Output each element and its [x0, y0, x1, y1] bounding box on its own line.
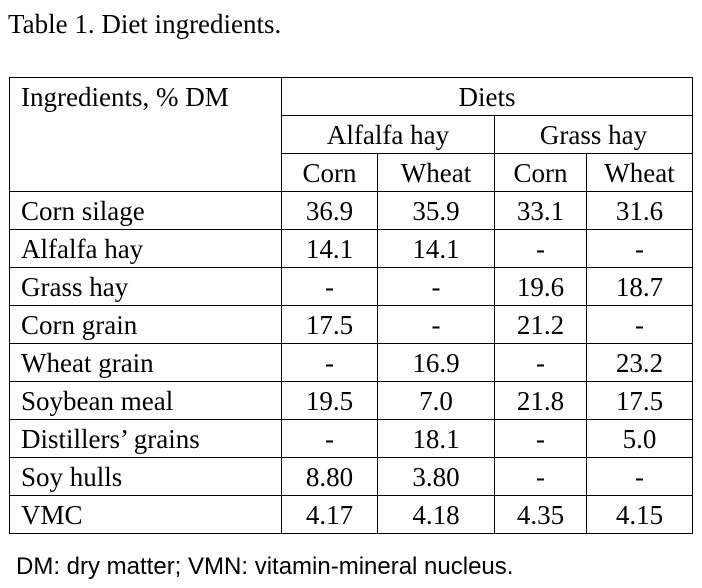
header-row-groups: Alfalfa hay Grass hay — [10, 115, 693, 154]
table-cell: 18.7 — [586, 267, 693, 306]
table-cell: - — [281, 343, 378, 382]
table-row: Soybean meal 19.5 7.0 21.8 17.5 — [9, 381, 693, 420]
table-cell: - — [494, 343, 587, 382]
group-header-grass-hay: Grass hay — [494, 115, 693, 154]
row-label: Corn grain — [9, 305, 282, 344]
table-cell: 17.5 — [281, 305, 378, 344]
table-cell: 21.8 — [494, 381, 587, 420]
subgroup-header: Wheat — [586, 153, 693, 192]
table-cell: 33.1 — [494, 191, 587, 230]
table-row: VMC 4.17 4.18 4.35 4.15 — [9, 495, 693, 534]
table-cell: 4.17 — [281, 495, 378, 534]
subgroup-header: Corn — [281, 153, 378, 192]
row-label: Grass hay — [9, 267, 282, 306]
table-cell: 14.1 — [281, 229, 378, 268]
table-row: Corn grain 17.5 - 21.2 - — [9, 305, 693, 344]
table-row: Soy hulls 8.80 3.80 - - — [9, 457, 693, 496]
subgroup-header: Wheat — [377, 153, 495, 192]
table-cell: - — [377, 305, 495, 344]
table-cell: 7.0 — [377, 381, 495, 420]
table-cell: - — [494, 419, 587, 458]
group-header-alfalfa-hay: Alfalfa hay — [281, 115, 495, 154]
row-label: Distillers’ grains — [9, 419, 282, 458]
subgroup-header: Corn — [494, 153, 587, 192]
table-cell: 19.6 — [494, 267, 587, 306]
table-cell: 31.6 — [586, 191, 693, 230]
table-cell: 21.2 — [494, 305, 587, 344]
row-label: VMC — [9, 495, 282, 534]
row-label: Corn silage — [9, 191, 282, 230]
table-cell: - — [586, 305, 693, 344]
table-cell: 4.18 — [377, 495, 495, 534]
table-cell: - — [586, 457, 693, 496]
table-cell: - — [586, 229, 693, 268]
table-cell: - — [281, 267, 378, 306]
table-cell: 8.80 — [281, 457, 378, 496]
row-label: Soy hulls — [9, 457, 282, 496]
diet-ingredients-table: Ingredients, % DM Diets Alfalfa hay Gras… — [9, 77, 693, 534]
ingredients-column-header: Ingredients, % DM — [9, 77, 282, 192]
row-label: Alfalfa hay — [9, 229, 282, 268]
table-cell: 4.35 — [494, 495, 587, 534]
table-cell: - — [377, 267, 495, 306]
table-cell: 35.9 — [377, 191, 495, 230]
table-footnote: DM: dry matter; VMN: vitamin-mineral nuc… — [16, 553, 514, 580]
table-cell: 3.80 — [377, 457, 495, 496]
table-cell: 23.2 — [586, 343, 693, 382]
table-row: Grass hay - - 19.6 18.7 — [9, 267, 693, 306]
table-cell: 4.15 — [586, 495, 693, 534]
table-cell: 19.5 — [281, 381, 378, 420]
table-row: Wheat grain - 16.9 - 23.2 — [9, 343, 693, 382]
table-cell: 5.0 — [586, 419, 693, 458]
table-cell: - — [494, 229, 587, 268]
table-cell: 17.5 — [586, 381, 693, 420]
header-row-diets: Ingredients, % DM Diets — [9, 77, 693, 192]
diets-header: Diets — [281, 77, 693, 116]
table-cell: 36.9 — [281, 191, 378, 230]
table-caption: Table 1. Diet ingredients. — [8, 9, 282, 39]
table-row: Distillers’ grains - 18.1 - 5.0 — [9, 419, 693, 458]
table-cell: - — [494, 457, 587, 496]
table-cell: 18.1 — [377, 419, 495, 458]
row-label: Soybean meal — [9, 381, 282, 420]
table-row: Alfalfa hay 14.1 14.1 - - — [9, 229, 693, 268]
table-cell: - — [281, 419, 378, 458]
row-label: Wheat grain — [9, 343, 282, 382]
table-cell: 14.1 — [377, 229, 495, 268]
table-cell: 16.9 — [377, 343, 495, 382]
table-row: Corn silage 36.9 35.9 33.1 31.6 — [9, 191, 693, 230]
